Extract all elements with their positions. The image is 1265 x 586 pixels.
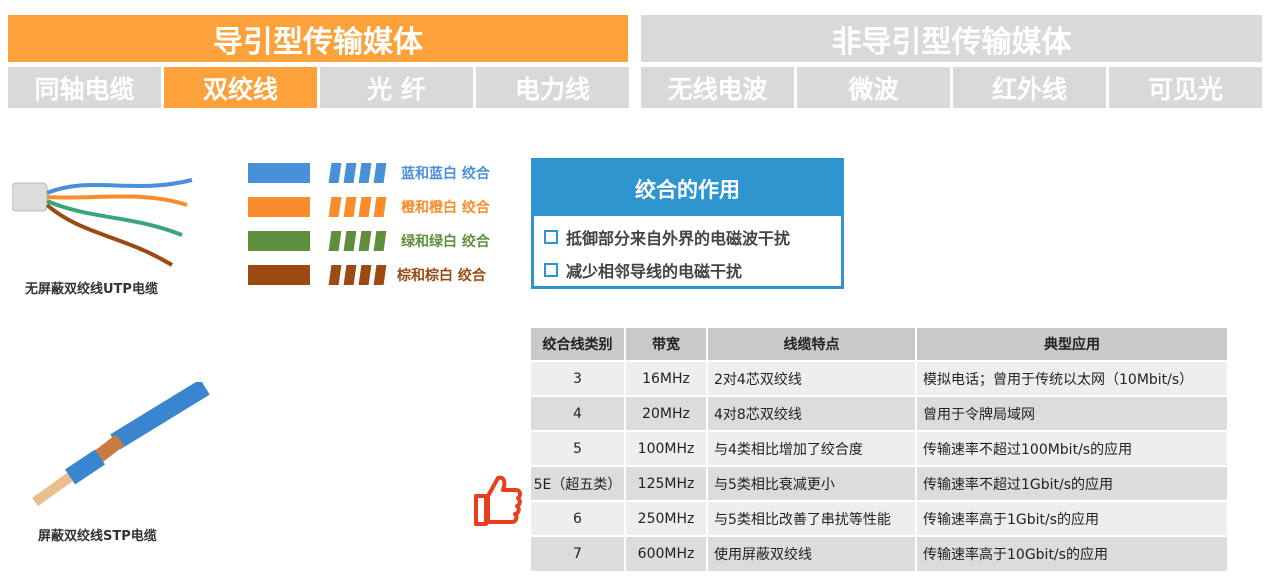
tab-visible-light[interactable]: 可见光 bbox=[1109, 67, 1262, 108]
table-cell: 3 bbox=[531, 360, 626, 396]
table-cell: 5E（超五类） bbox=[531, 465, 626, 501]
table-cell: 与5类相比改善了串扰等性能 bbox=[707, 500, 917, 536]
table-cell: 模拟电话；曾用于传统以太网（10Mbit/s） bbox=[916, 360, 1229, 396]
table-row: 3 16MHz 2对4芯双绞线 模拟电话；曾用于传统以太网（10Mbit/s） bbox=[531, 360, 1229, 396]
table-cell: 6 bbox=[531, 500, 626, 536]
col-header: 线缆特点 bbox=[707, 328, 917, 361]
box-item: 减少相邻导线的电磁干扰 bbox=[544, 258, 841, 282]
box-item: 抵御部分来自外界的电磁波干扰 bbox=[544, 225, 841, 249]
twisting-purpose-box: 绞合的作用 抵御部分来自外界的电磁波干扰 减少相邻导线的电磁干扰 bbox=[531, 158, 844, 289]
col-header: 带宽 bbox=[625, 328, 708, 361]
table-cell: 曾用于令牌局域网 bbox=[916, 395, 1229, 431]
table-row: 6 250MHz 与5类相比改善了串扰等性能 传输速率高于1Gbit/s的应用 bbox=[531, 500, 1229, 536]
tab-radio[interactable]: 无线电波 bbox=[641, 67, 794, 108]
stp-caption: 屏蔽双绞线STP电缆 bbox=[38, 529, 157, 544]
table-cell: 传输速率不超过1Gbit/s的应用 bbox=[916, 465, 1229, 501]
pair-brown: 棕和棕白 绞合 bbox=[248, 265, 486, 285]
table-cell: 4 bbox=[531, 395, 626, 431]
tab-coaxial[interactable]: 同轴电缆 bbox=[8, 67, 161, 108]
cable-category-table: 绞合线类别 带宽 线缆特点 典型应用 3 16MHz 2对4芯双绞线 模拟电话；曾用于… bbox=[531, 328, 1229, 571]
pair-green: 绿和绿白 绞合 bbox=[248, 231, 490, 251]
table-cell: 使用屏蔽双绞线 bbox=[707, 535, 917, 571]
box-title: 绞合的作用 bbox=[534, 161, 841, 216]
table-row: 4 20MHz 4对8芯双绞线 曾用于令牌局域网 bbox=[531, 395, 1229, 431]
table-cell: 2对4芯双绞线 bbox=[707, 360, 917, 396]
checkbox-icon bbox=[544, 230, 558, 244]
table-cell: 5 bbox=[531, 430, 626, 466]
table-cell: 传输速率高于1Gbit/s的应用 bbox=[916, 500, 1229, 536]
table-cell: 与5类相比衰减更小 bbox=[707, 465, 917, 501]
table-row: 5E（超五类） 125MHz 与5类相比衰减更小 传输速率不超过1Gbit/s的应用 bbox=[531, 465, 1229, 501]
table-cell: 20MHz bbox=[625, 395, 708, 431]
tab-power-line[interactable]: 电力线 bbox=[476, 67, 629, 108]
pair-orange: 橙和橙白 绞合 bbox=[248, 197, 490, 217]
checkbox-icon bbox=[544, 263, 558, 277]
tab-twisted-pair[interactable]: 双绞线 bbox=[164, 67, 317, 108]
table-cell: 传输速率不超过100Mbit/s的应用 bbox=[916, 430, 1229, 466]
unguided-media-title: 非导引型传输媒体 bbox=[641, 15, 1262, 62]
table-cell: 16MHz bbox=[625, 360, 708, 396]
stp-cable-image bbox=[32, 382, 210, 507]
guided-media-title: 导引型传输媒体 bbox=[8, 15, 628, 62]
tab-microwave[interactable]: 微波 bbox=[797, 67, 950, 108]
utp-caption: 无屏蔽双绞线UTP电缆 bbox=[25, 282, 158, 297]
table-cell: 250MHz bbox=[625, 500, 708, 536]
col-header: 绞合线类别 bbox=[531, 328, 626, 361]
tab-infrared[interactable]: 红外线 bbox=[953, 67, 1106, 108]
col-header: 典型应用 bbox=[916, 328, 1229, 361]
table-cell: 7 bbox=[531, 535, 626, 571]
table-cell: 100MHz bbox=[625, 430, 708, 466]
table-row: 7 600MHz 使用屏蔽双绞线 传输速率高于10Gbit/s的应用 bbox=[531, 535, 1229, 571]
table-row: 5 100MHz 与4类相比增加了绞合度 传输速率不超过100Mbit/s的应用 bbox=[531, 430, 1229, 466]
tab-fiber[interactable]: 光 纤 bbox=[320, 67, 473, 108]
table-cell: 传输速率高于10Gbit/s的应用 bbox=[916, 535, 1229, 571]
thumbs-up-icon bbox=[474, 475, 522, 526]
table-cell: 125MHz bbox=[625, 465, 708, 501]
utp-cable-image bbox=[12, 178, 193, 267]
pair-blue: 蓝和蓝白 绞合 bbox=[248, 163, 490, 183]
table-cell: 与4类相比增加了绞合度 bbox=[707, 430, 917, 466]
table-cell: 600MHz bbox=[625, 535, 708, 571]
table-cell: 4对8芯双绞线 bbox=[707, 395, 917, 431]
